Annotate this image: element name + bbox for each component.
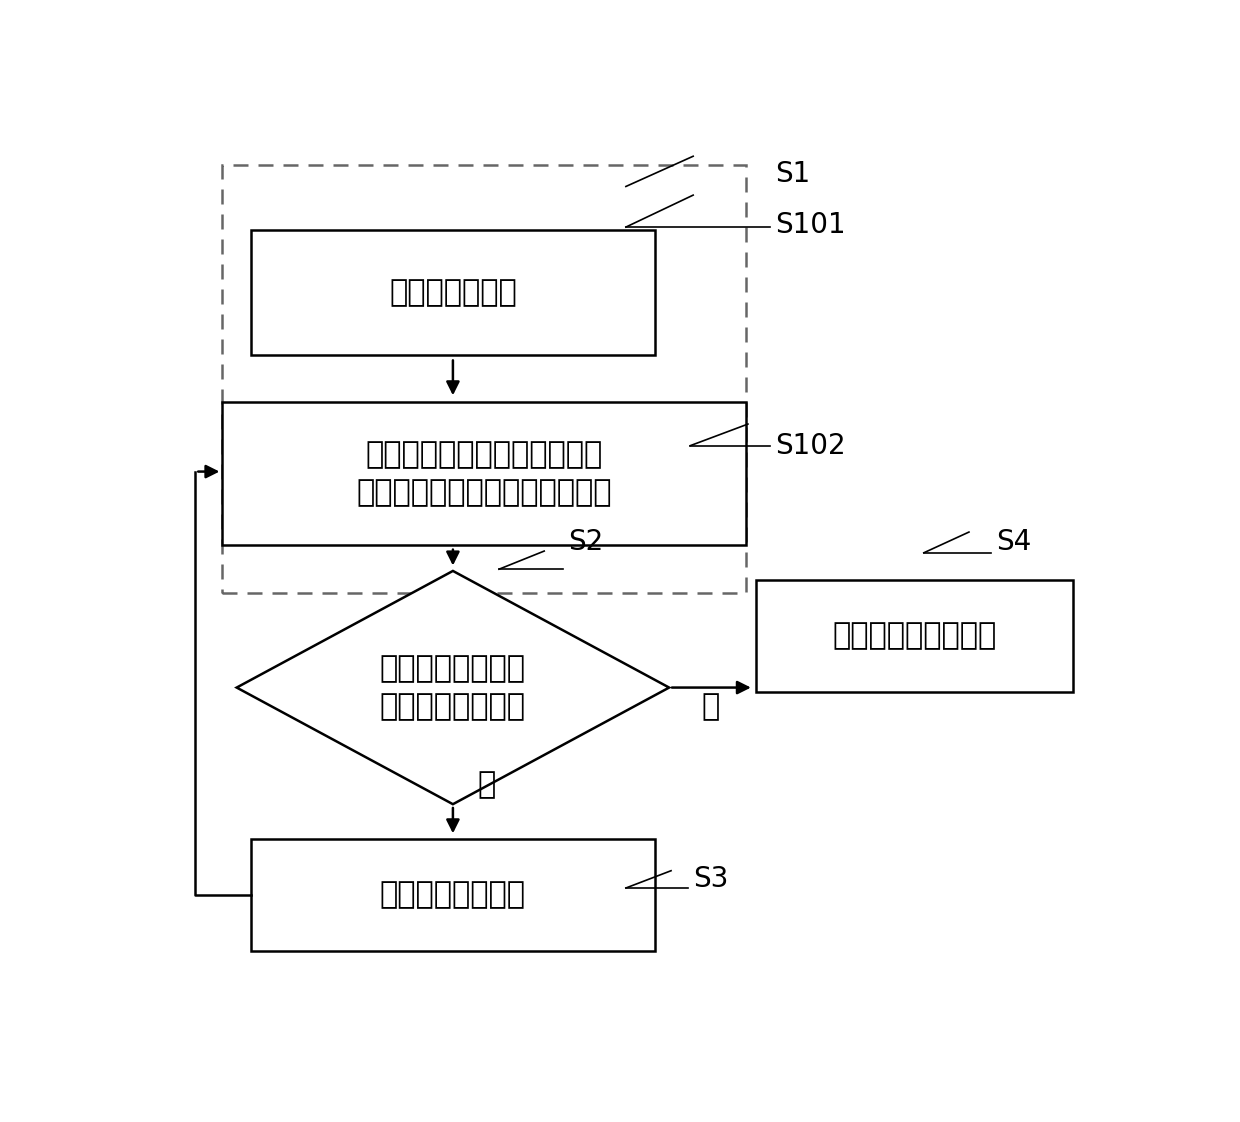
Text: S1: S1 — [775, 159, 810, 187]
Bar — [755, 580, 1073, 692]
Text: S4: S4 — [996, 528, 1032, 557]
Bar — [250, 230, 655, 355]
Bar — [222, 403, 746, 545]
Text: S2: S2 — [568, 528, 604, 557]
Text: 否: 否 — [702, 692, 719, 721]
Text: S3: S3 — [693, 865, 729, 893]
Bar — [222, 165, 746, 592]
Text: 判断信号质量是否
满足导联切换条件: 判断信号质量是否 满足导联切换条件 — [379, 654, 526, 721]
Text: 触发导联切换指令: 触发导联切换指令 — [379, 881, 526, 910]
Text: 是: 是 — [477, 770, 496, 799]
Text: 保持当前的导联方式: 保持当前的导联方式 — [832, 622, 996, 651]
Bar — [250, 839, 655, 951]
Text: 呼吸信号的采集: 呼吸信号的采集 — [389, 278, 517, 306]
Text: S102: S102 — [775, 432, 846, 460]
Text: 根据采集到的呼吸信号的幅度
大小进行自适应倍数的增益处理: 根据采集到的呼吸信号的幅度 大小进行自适应倍数的增益处理 — [356, 440, 611, 507]
Text: S101: S101 — [775, 211, 846, 239]
Polygon shape — [237, 571, 670, 804]
